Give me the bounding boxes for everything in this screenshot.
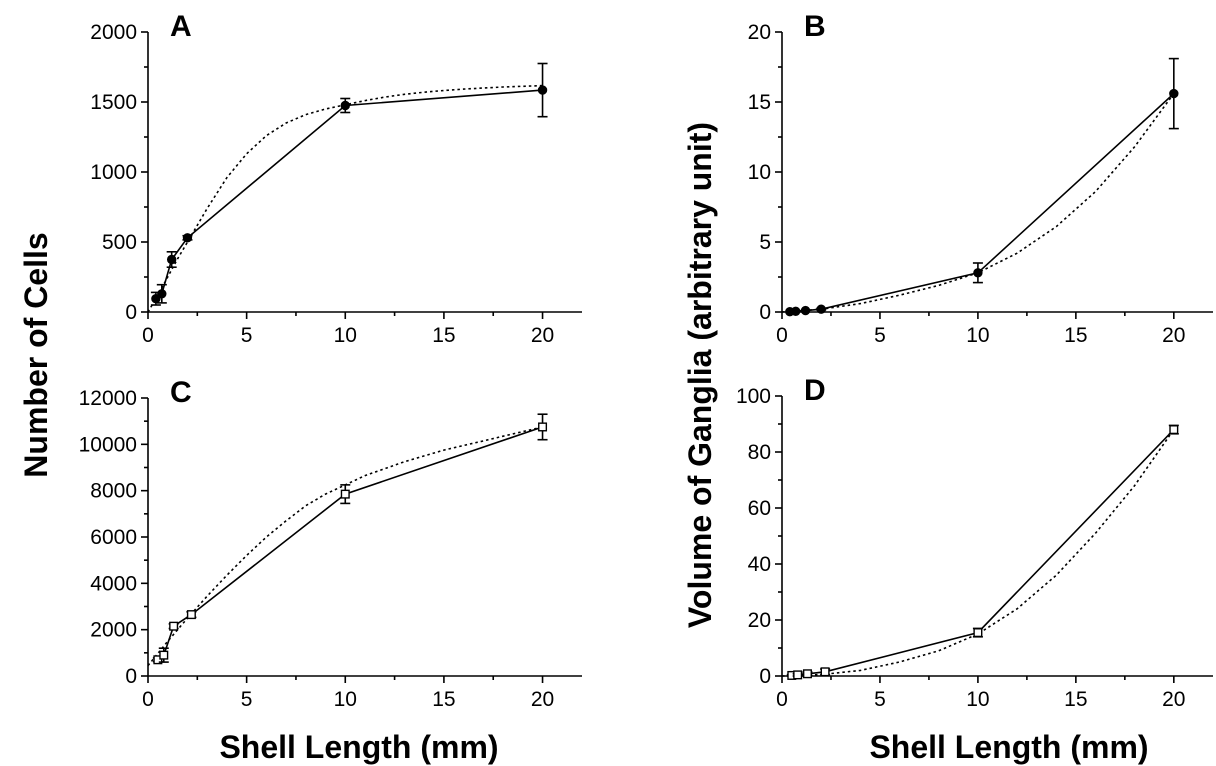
- fit-curve: [147, 426, 543, 667]
- y-tick-label: 0: [125, 665, 137, 688]
- panel-letter: B: [804, 10, 826, 43]
- data-point: [157, 289, 167, 299]
- y-tick-label: 5: [759, 231, 771, 254]
- y-tick-label: 100: [736, 385, 771, 408]
- y-tick-label: 1500: [90, 91, 137, 114]
- data-point: [151, 294, 161, 304]
- data-point: [159, 650, 169, 660]
- x-tick-label: 10: [966, 688, 989, 711]
- y-tick-label: 8000: [90, 480, 137, 503]
- x-tick-label: 20: [1162, 324, 1185, 347]
- y-tick-label: 40: [748, 553, 771, 576]
- y-tick-label: 80: [748, 441, 771, 464]
- data-line: [157, 426, 543, 661]
- x-tick-label: 20: [1162, 688, 1185, 711]
- data-point: [182, 233, 193, 243]
- y-tick-label: 0: [125, 301, 137, 324]
- x-tick-label: 0: [142, 324, 154, 347]
- x-tick-label: 10: [966, 324, 989, 347]
- x-axis-title-left: Shell Length (mm): [219, 729, 498, 765]
- panel-letter: A: [170, 10, 192, 43]
- y-tick-label: 20: [748, 21, 771, 44]
- panel-c: 0 5 10 15 20 0 2000 4000 6000 8000 10000 12000 C: [79, 376, 582, 711]
- data-point: [1169, 88, 1179, 99]
- x-tick-label: 20: [531, 688, 554, 711]
- x-tick-label: 10: [334, 324, 357, 347]
- data-point: [1169, 425, 1179, 435]
- panel-b: 0 5 10 15 20 0 5 10 15 20 B: [748, 10, 1213, 347]
- data-point: [816, 304, 826, 314]
- y-tick-label: 0: [759, 665, 771, 688]
- panel-d: 0 5 10 15 20 0 20 40 60 80 100 D: [736, 374, 1213, 711]
- panel-letter: C: [170, 376, 192, 409]
- panel-a: 0 5 10 15 20 0 500 1000 1500 2000 A: [90, 10, 582, 347]
- fit-curve: [781, 429, 1175, 677]
- y-tick-label: 4000: [90, 572, 137, 595]
- x-tick-label: 15: [1064, 324, 1087, 347]
- y-axis-title-left: Number of Cells: [18, 232, 54, 477]
- data-point: [973, 268, 983, 278]
- panel-letter: D: [804, 374, 826, 407]
- y-tick-label: 10000: [79, 433, 137, 456]
- y-tick-label: 2000: [90, 21, 137, 44]
- data-point: [820, 667, 830, 677]
- data-point: [800, 305, 811, 316]
- y-tick-label: 15: [748, 91, 771, 114]
- data-point: [802, 669, 812, 679]
- y-tick-label: 0: [759, 301, 771, 324]
- data-point: [186, 610, 196, 620]
- data-line: [789, 93, 1175, 313]
- x-tick-label: 15: [1064, 688, 1087, 711]
- data-line: [791, 429, 1175, 677]
- x-tick-label: 5: [241, 688, 253, 711]
- x-tick-label: 20: [531, 324, 554, 347]
- x-tick-label: 0: [776, 688, 788, 711]
- x-tick-label: 0: [776, 324, 788, 347]
- x-axis-title-right: Shell Length (mm): [869, 729, 1148, 765]
- y-tick-label: 6000: [90, 526, 137, 549]
- y-tick-label: 10: [748, 161, 771, 184]
- x-tick-label: 5: [241, 324, 253, 347]
- fit-curve: [147, 84, 543, 313]
- x-tick-label: 5: [874, 688, 886, 711]
- data-point: [973, 628, 983, 638]
- y-tick-label: 1000: [90, 161, 137, 184]
- y-tick-label: 2000: [90, 619, 137, 642]
- y-tick-label: 60: [748, 497, 771, 520]
- y-tick-label: 12000: [79, 387, 137, 410]
- x-tick-label: 0: [142, 688, 154, 711]
- data-point: [537, 85, 548, 95]
- data-point: [166, 254, 177, 265]
- data-point: [340, 489, 350, 499]
- data-point: [793, 670, 803, 680]
- x-tick-label: 15: [432, 688, 455, 711]
- data-point: [340, 100, 350, 111]
- y-tick-label: 500: [102, 231, 137, 254]
- y-axis-title-right: Volume of Ganglia (arbitrary unit): [682, 122, 718, 628]
- data-line: [155, 89, 543, 300]
- x-tick-label: 10: [334, 688, 357, 711]
- data-point: [538, 422, 548, 432]
- y-tick-label: 20: [748, 609, 771, 632]
- data-point: [153, 655, 163, 665]
- data-point: [791, 306, 801, 316]
- x-tick-label: 5: [874, 324, 886, 347]
- data-point: [169, 621, 179, 631]
- x-tick-label: 15: [432, 324, 455, 347]
